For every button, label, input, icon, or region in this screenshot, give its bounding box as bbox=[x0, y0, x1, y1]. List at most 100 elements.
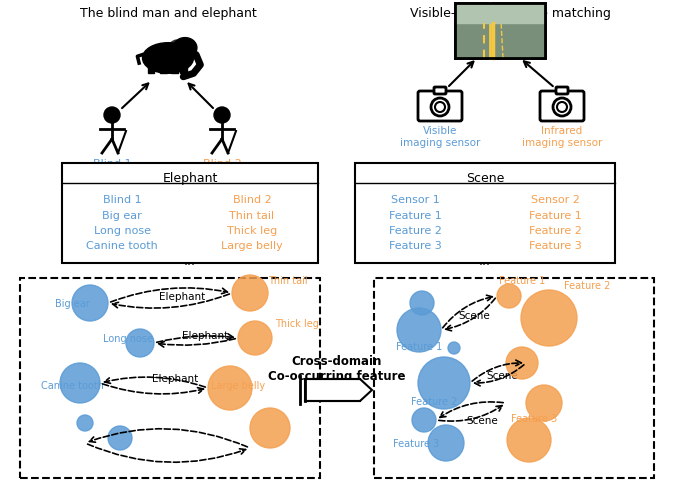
FancyArrowPatch shape bbox=[88, 444, 245, 462]
Text: Sensor 1: Sensor 1 bbox=[391, 195, 439, 204]
Bar bbox=[455, 4, 545, 59]
Text: Canine tooth: Canine tooth bbox=[40, 380, 103, 390]
Text: Scene: Scene bbox=[466, 415, 498, 425]
FancyBboxPatch shape bbox=[540, 92, 584, 122]
FancyArrowPatch shape bbox=[472, 360, 522, 382]
Circle shape bbox=[214, 108, 230, 124]
Bar bbox=[355, 163, 615, 264]
Text: Thick leg: Thick leg bbox=[275, 318, 319, 328]
Text: Scene: Scene bbox=[486, 370, 518, 380]
Text: Feature 3: Feature 3 bbox=[393, 438, 439, 448]
Circle shape bbox=[435, 103, 445, 113]
FancyArrowPatch shape bbox=[102, 384, 204, 394]
FancyArrowPatch shape bbox=[439, 406, 502, 421]
Circle shape bbox=[526, 385, 562, 421]
Text: Feature 2: Feature 2 bbox=[564, 281, 611, 290]
Text: Feature 2: Feature 2 bbox=[389, 225, 441, 236]
Ellipse shape bbox=[169, 41, 184, 60]
Circle shape bbox=[431, 99, 449, 117]
FancyArrowPatch shape bbox=[158, 339, 235, 347]
Circle shape bbox=[507, 418, 551, 462]
FancyArrowPatch shape bbox=[113, 294, 229, 308]
FancyBboxPatch shape bbox=[455, 4, 545, 59]
FancyArrowPatch shape bbox=[90, 429, 247, 447]
Bar bbox=[180, 59, 187, 74]
Bar bbox=[62, 163, 318, 264]
Text: Visible
imaging sensor: Visible imaging sensor bbox=[400, 126, 480, 147]
Text: Thick leg: Thick leg bbox=[227, 225, 277, 236]
Circle shape bbox=[108, 426, 132, 450]
Circle shape bbox=[428, 425, 464, 461]
FancyBboxPatch shape bbox=[20, 279, 320, 478]
Text: ...: ... bbox=[184, 254, 196, 267]
Text: Feature 1: Feature 1 bbox=[528, 210, 582, 221]
Circle shape bbox=[72, 285, 108, 321]
Ellipse shape bbox=[142, 43, 193, 74]
Circle shape bbox=[208, 366, 252, 410]
FancyArrowPatch shape bbox=[446, 299, 495, 331]
Text: Big ear: Big ear bbox=[102, 210, 142, 221]
Text: Elephant: Elephant bbox=[182, 330, 228, 340]
Circle shape bbox=[238, 321, 272, 355]
Circle shape bbox=[250, 408, 290, 448]
Text: Elephant: Elephant bbox=[152, 373, 198, 383]
FancyArrowPatch shape bbox=[156, 334, 233, 343]
Ellipse shape bbox=[173, 39, 197, 59]
Text: Blind 1: Blind 1 bbox=[93, 159, 131, 169]
Text: Sensor 2: Sensor 2 bbox=[530, 195, 580, 204]
Text: Infrared
imaging sensor: Infrared imaging sensor bbox=[522, 126, 602, 147]
Text: Elephant: Elephant bbox=[159, 291, 205, 302]
Circle shape bbox=[521, 290, 577, 346]
FancyArrowPatch shape bbox=[104, 377, 206, 387]
FancyArrowPatch shape bbox=[111, 288, 227, 303]
Circle shape bbox=[418, 357, 470, 409]
Text: Feature 3: Feature 3 bbox=[528, 241, 582, 250]
FancyArrowPatch shape bbox=[474, 365, 524, 386]
Text: Blind 1: Blind 1 bbox=[102, 195, 142, 204]
Circle shape bbox=[126, 329, 154, 357]
Text: Elephant: Elephant bbox=[162, 172, 218, 184]
Text: Feature 1: Feature 1 bbox=[396, 341, 442, 351]
Bar bbox=[160, 59, 167, 74]
Circle shape bbox=[77, 415, 93, 431]
Text: Scene: Scene bbox=[458, 310, 490, 320]
FancyBboxPatch shape bbox=[374, 279, 654, 478]
Circle shape bbox=[60, 363, 100, 403]
Text: Canine tooth: Canine tooth bbox=[86, 241, 158, 250]
FancyArrowPatch shape bbox=[443, 296, 493, 328]
Bar bbox=[455, 4, 545, 24]
Circle shape bbox=[506, 347, 538, 379]
Text: Feature 2: Feature 2 bbox=[528, 225, 582, 236]
Text: Long nose: Long nose bbox=[94, 225, 150, 236]
Bar bbox=[455, 24, 545, 59]
Text: Thin tail: Thin tail bbox=[229, 210, 274, 221]
Text: Feature 3: Feature 3 bbox=[389, 241, 441, 250]
Text: Feature 3: Feature 3 bbox=[511, 413, 557, 423]
Circle shape bbox=[410, 291, 434, 315]
Bar bbox=[171, 59, 178, 74]
Text: Scene: Scene bbox=[466, 172, 504, 184]
Circle shape bbox=[553, 99, 571, 117]
Text: Feature 1: Feature 1 bbox=[499, 275, 545, 285]
Text: Cross-domain
Co-occurring feature: Cross-domain Co-occurring feature bbox=[268, 354, 406, 382]
Text: Blind 2: Blind 2 bbox=[233, 195, 272, 204]
FancyBboxPatch shape bbox=[434, 88, 446, 95]
Text: Visible-infrared image matching: Visible-infrared image matching bbox=[410, 7, 611, 20]
Circle shape bbox=[232, 275, 268, 311]
Text: Large belly: Large belly bbox=[221, 241, 283, 250]
Circle shape bbox=[448, 342, 460, 354]
Circle shape bbox=[104, 108, 120, 124]
Text: Feature 2: Feature 2 bbox=[411, 396, 457, 406]
Circle shape bbox=[557, 103, 567, 113]
Text: ...: ... bbox=[479, 254, 491, 267]
Text: Feature 1: Feature 1 bbox=[389, 210, 441, 221]
Text: The blind man and elephant: The blind man and elephant bbox=[80, 7, 256, 20]
Circle shape bbox=[497, 285, 521, 308]
Circle shape bbox=[412, 408, 436, 432]
FancyBboxPatch shape bbox=[418, 92, 462, 122]
Text: Thin tail: Thin tail bbox=[268, 275, 307, 285]
Text: Blind 2: Blind 2 bbox=[203, 159, 241, 169]
Text: Long nose: Long nose bbox=[103, 333, 153, 343]
FancyArrowPatch shape bbox=[440, 402, 503, 418]
FancyArrow shape bbox=[305, 379, 372, 401]
